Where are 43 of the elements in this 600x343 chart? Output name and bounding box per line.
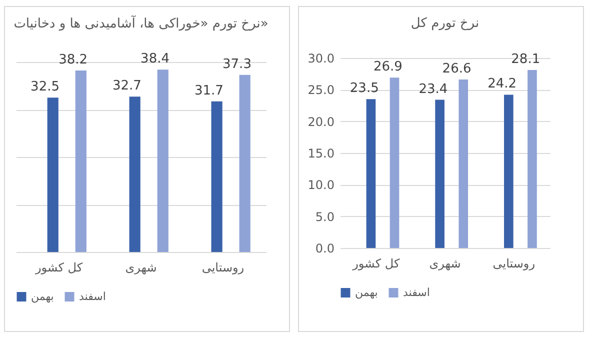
data-label: 23.4 bbox=[418, 82, 448, 97]
data-label: 38.2 bbox=[58, 52, 88, 68]
y-tick-label: 0.0 bbox=[315, 242, 334, 256]
data-label: 37.3 bbox=[222, 56, 252, 72]
x-tick-label: شهری bbox=[429, 256, 461, 270]
chart-title: نرخ تورم «خوراکی ها، آشامیدنی ها و دخانیات» bbox=[14, 14, 268, 32]
data-label: 32.5 bbox=[30, 80, 60, 95]
data-label: 26.6 bbox=[442, 62, 472, 77]
bar bbox=[47, 98, 58, 252]
legend-label: بهمن bbox=[355, 286, 378, 299]
bar bbox=[528, 70, 537, 248]
data-label: 31.7 bbox=[194, 83, 224, 98]
bar bbox=[390, 78, 400, 248]
bar bbox=[366, 99, 376, 248]
bar bbox=[504, 94, 514, 248]
x-tick-label: روستایی bbox=[202, 260, 244, 274]
data-label: 32.7 bbox=[112, 78, 142, 94]
data-label: 26.9 bbox=[373, 60, 402, 75]
bar bbox=[239, 74, 250, 252]
x-tick-label: روستایی bbox=[492, 256, 536, 270]
bar bbox=[435, 100, 444, 248]
y-tick-label: 15.0 bbox=[308, 146, 334, 160]
chart-title: نرخ تورم کل bbox=[410, 16, 480, 31]
x-tick-label: کل کشور bbox=[352, 256, 400, 270]
x-tick-label: کل کشور bbox=[34, 260, 83, 274]
bar bbox=[129, 96, 140, 252]
data-label: 38.4 bbox=[140, 52, 170, 67]
data-label: 24.2 bbox=[488, 76, 517, 92]
x-tick-label: شهری bbox=[125, 260, 157, 274]
y-tick-label: 30.0 bbox=[308, 52, 334, 66]
y-tick-label: 5.0 bbox=[315, 210, 334, 224]
legend-label: بهمن bbox=[31, 290, 54, 303]
bar bbox=[458, 80, 468, 248]
bar bbox=[157, 70, 168, 252]
data-label: 28.1 bbox=[511, 52, 540, 68]
y-tick-label: 20.0 bbox=[308, 114, 334, 129]
legend-label: اسفند bbox=[403, 286, 430, 299]
y-tick-label: 10.0 bbox=[308, 178, 334, 192]
bar bbox=[75, 70, 86, 252]
data-label: 23.5 bbox=[350, 81, 379, 96]
bar bbox=[211, 101, 222, 252]
legend-label: اسفند bbox=[79, 290, 106, 303]
y-tick-label: 25.0 bbox=[308, 83, 334, 98]
